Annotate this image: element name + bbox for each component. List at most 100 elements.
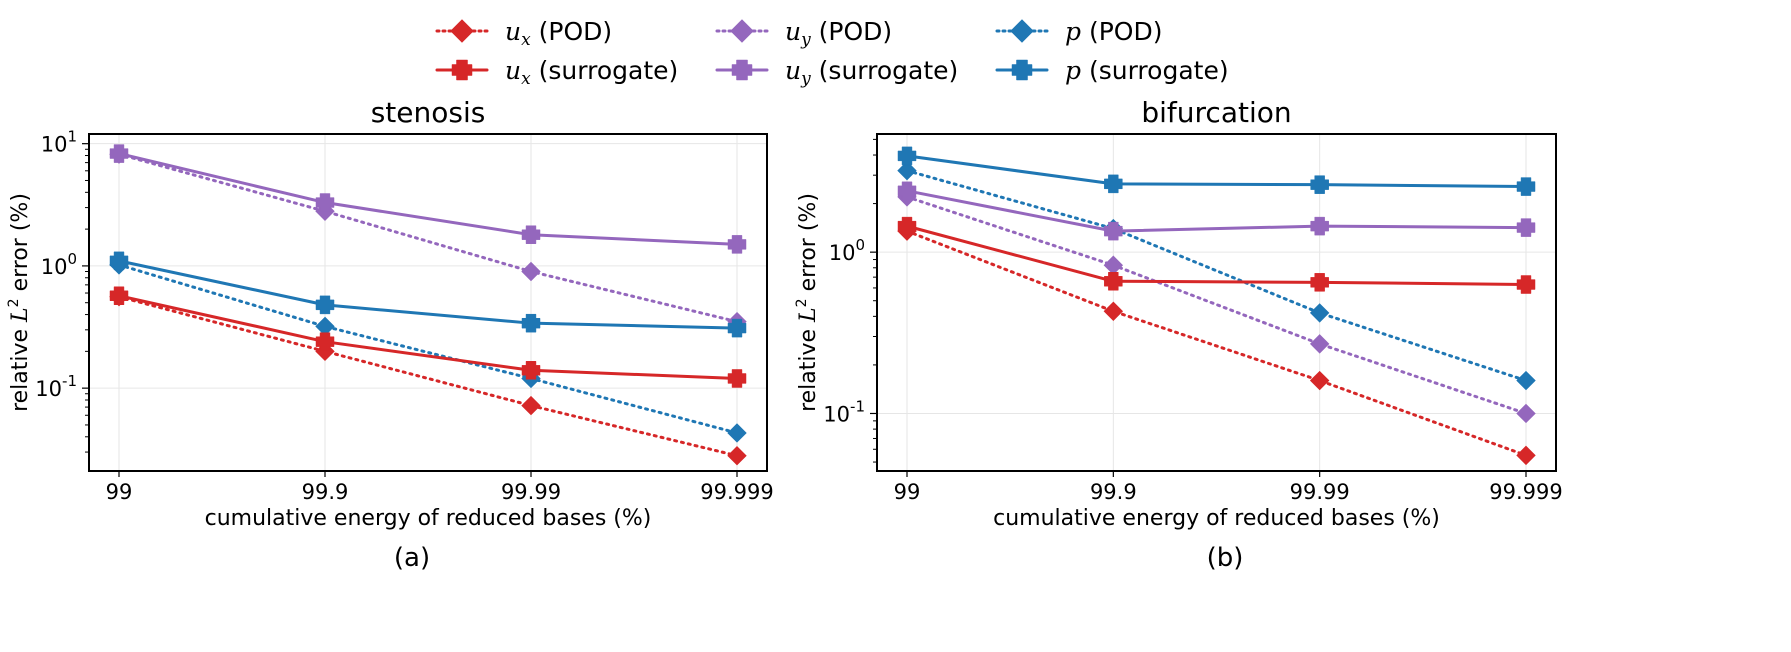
y-tick-label: 10-1 <box>823 397 865 426</box>
series-line <box>905 224 1528 287</box>
data-point-diamond <box>521 395 541 416</box>
data-point-plus <box>727 235 747 254</box>
series-line <box>905 229 1528 457</box>
data-point-plus <box>109 286 129 306</box>
series-ux-pod <box>897 221 1536 466</box>
series-uy-surrogate <box>897 181 1536 241</box>
chart-title: stenosis <box>371 96 486 129</box>
data-point-diamond <box>897 160 917 181</box>
panel-caption: (a) <box>394 543 430 573</box>
x-axis-label: cumulative energy of reduced bases (%) <box>993 506 1440 531</box>
series-line <box>905 154 1528 189</box>
series-line <box>905 195 1528 415</box>
series-p-pod <box>897 160 1536 391</box>
data-point-plus <box>1516 177 1536 196</box>
series-p-surrogate <box>897 146 1536 196</box>
data-point-plus <box>1104 272 1123 291</box>
x-tick-label: 99.9 <box>1090 480 1137 504</box>
series-ux-surrogate <box>897 216 1536 294</box>
legend-label: uy (POD) <box>785 17 892 50</box>
data-point-plus <box>109 144 129 163</box>
data-point-plus <box>1310 216 1329 236</box>
data-point-plus <box>315 295 335 315</box>
series-line <box>117 152 739 246</box>
legend-entry: p (surrogate) <box>995 56 1229 85</box>
panel-caption: (b) <box>1207 543 1244 573</box>
series-line <box>117 263 739 435</box>
data-point-plus <box>1516 275 1536 294</box>
x-tick-label: 99 <box>106 480 133 504</box>
data-point-diamond <box>1309 334 1330 354</box>
legend-label: ux (surrogate) <box>505 56 678 89</box>
legend-marker-diamond <box>1010 19 1034 43</box>
data-point-plus <box>315 193 335 212</box>
series-ux-surrogate <box>109 286 747 388</box>
series-line <box>117 295 739 458</box>
data-point-diamond <box>727 423 747 443</box>
y-axis-label: relative L2 error (%) <box>6 193 33 412</box>
data-point-plus <box>727 369 747 388</box>
data-point-plus <box>897 181 917 201</box>
legend: ux (POD) uy (POD) p (POD) ux (surrogate) uy … <box>435 17 1229 89</box>
series-line <box>905 169 1528 383</box>
y-axis-label: relative L2 error (%) <box>794 193 821 412</box>
legend-marker-plus <box>1011 59 1033 81</box>
data-point-plus <box>521 361 541 380</box>
series-p-pod <box>109 255 747 443</box>
legend-entry: uy (surrogate) <box>715 56 958 89</box>
axes-frame <box>88 133 768 472</box>
y-tick-label: 100 <box>829 236 865 265</box>
data-point-plus <box>727 318 747 338</box>
series-uy-surrogate <box>109 144 747 254</box>
data-point-plus <box>897 146 917 166</box>
data-point-diamond <box>1516 445 1536 466</box>
data-point-plus <box>1516 218 1536 237</box>
data-point-diamond <box>1103 301 1124 321</box>
legend-marker-diamond <box>450 19 474 43</box>
data-point-plus <box>897 216 917 236</box>
legend-label: p (surrogate) <box>1065 56 1229 85</box>
data-point-diamond <box>1103 255 1124 275</box>
legend-entry: ux (POD) <box>435 17 612 50</box>
y-tick-label: 101 <box>41 128 77 157</box>
data-point-diamond <box>1516 403 1536 424</box>
chart-title: bifurcation <box>1141 96 1291 129</box>
data-point-diamond <box>521 261 541 282</box>
legend-entry: p (POD) <box>995 17 1162 46</box>
x-tick-label: 99 <box>894 480 921 504</box>
data-point-diamond <box>1309 370 1330 391</box>
x-axis-label: cumulative energy of reduced bases (%) <box>205 506 652 531</box>
series-line <box>905 189 1528 233</box>
data-point-diamond <box>1309 303 1330 323</box>
x-tick-label: 99.9 <box>302 480 349 504</box>
data-point-plus <box>1310 273 1329 292</box>
data-point-diamond <box>727 446 747 466</box>
series-line <box>117 259 739 330</box>
x-tick-label: 99.999 <box>700 480 773 504</box>
series-uy-pod <box>897 187 1536 424</box>
legend-entry: uy (POD) <box>715 17 892 50</box>
y-tick-label: 100 <box>41 250 77 279</box>
y-tick-label: 10-1 <box>35 372 77 401</box>
legend-label: p (POD) <box>1065 17 1162 46</box>
gridlines <box>89 134 767 471</box>
x-tick-label: 99.999 <box>1489 480 1562 504</box>
data-point-plus <box>315 332 335 351</box>
data-point-diamond <box>1516 370 1536 391</box>
legend-marker-plus <box>451 59 473 81</box>
chart-panel-b: 99 99.9 99.99 99.999 10-1 100 bifurcation cumul… <box>794 96 1563 573</box>
chart-panel-a: 99 99.9 99.99 99.999 10-1 100 101 stenosis cumul… <box>6 96 774 573</box>
data-point-plus <box>521 313 541 333</box>
data-point-plus <box>1104 174 1123 194</box>
data-point-plus <box>521 225 541 244</box>
series-line <box>117 294 739 380</box>
x-tick-label: 99.99 <box>1290 480 1350 504</box>
data-point-plus <box>109 251 129 271</box>
legend-marker-plus <box>731 59 753 81</box>
legend-label: ux (POD) <box>505 17 612 50</box>
axes-frame <box>876 133 1557 472</box>
data-point-plus <box>1104 221 1123 241</box>
data-point-plus <box>1310 175 1329 194</box>
legend-marker-diamond <box>730 19 754 43</box>
